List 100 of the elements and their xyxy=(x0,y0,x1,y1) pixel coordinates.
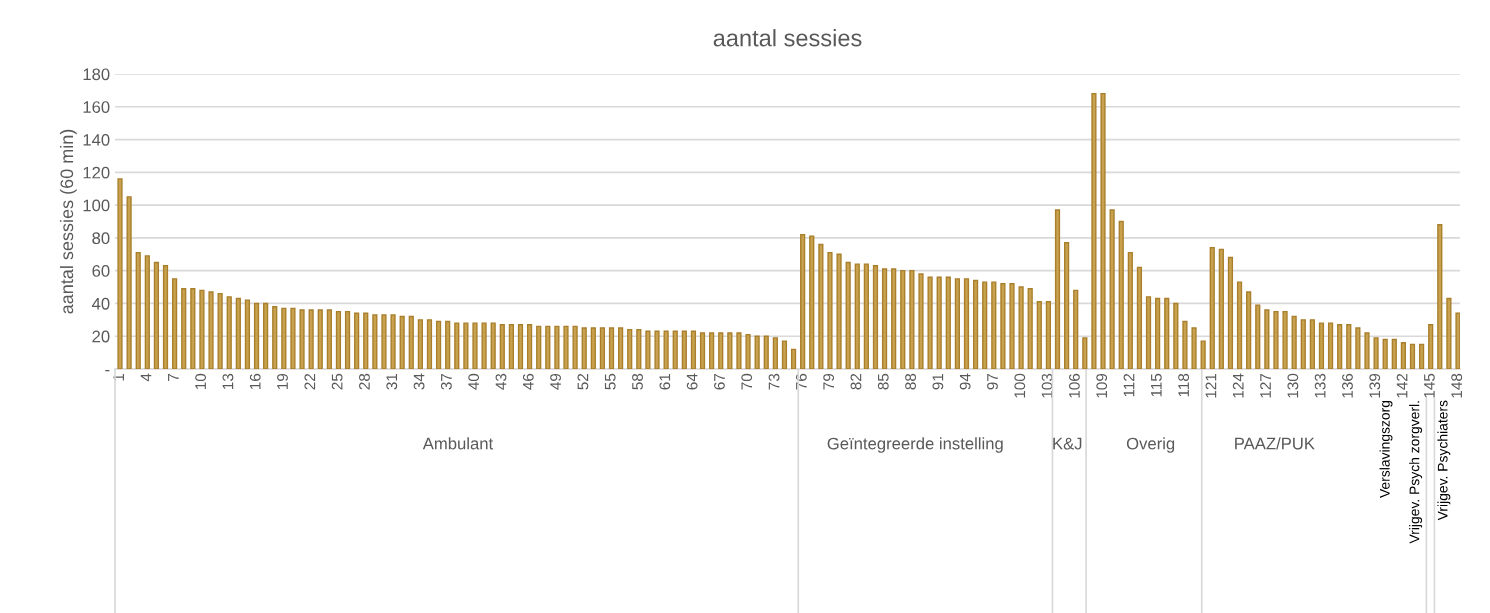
bar xyxy=(690,330,697,369)
bar xyxy=(1400,342,1406,369)
x-tick-label: 142 xyxy=(1396,373,1408,398)
bar xyxy=(1155,297,1161,369)
y-tick-label: 100 xyxy=(83,199,110,212)
bar xyxy=(754,335,760,369)
x-tick-label: 31 xyxy=(386,373,398,390)
x-tick-label: 136 xyxy=(1342,373,1353,398)
bar xyxy=(172,278,178,369)
bar xyxy=(872,265,879,369)
x-tick-label: 22 xyxy=(304,373,316,390)
bar xyxy=(481,322,487,369)
x-tick-label: 13 xyxy=(222,373,234,389)
bar xyxy=(654,330,660,369)
bar xyxy=(1064,242,1070,369)
bar xyxy=(909,269,915,369)
bar xyxy=(417,319,423,369)
bar xyxy=(253,302,260,369)
bar xyxy=(435,320,442,369)
bar xyxy=(1100,92,1106,369)
y-tick-label: 160 xyxy=(83,101,110,113)
bar xyxy=(317,309,323,369)
bar xyxy=(117,178,123,369)
bar xyxy=(827,251,833,369)
bar xyxy=(1054,209,1061,369)
bar xyxy=(281,307,287,369)
x-tick-label: 67 xyxy=(714,373,725,390)
x-tick-label: 1 xyxy=(113,373,124,381)
x-tick-label: 103 xyxy=(1041,373,1053,398)
x-tick-label: 37 xyxy=(440,373,452,390)
bar xyxy=(390,314,396,369)
x-tick-label: 52 xyxy=(577,373,589,390)
bar xyxy=(1218,248,1224,369)
bar xyxy=(499,324,505,369)
bar xyxy=(354,312,360,369)
bar xyxy=(326,309,332,369)
bar xyxy=(927,276,933,369)
bar xyxy=(681,330,687,369)
bar xyxy=(900,269,906,369)
bar xyxy=(581,327,587,369)
bar xyxy=(618,327,624,369)
bar xyxy=(1127,251,1133,369)
bar xyxy=(381,314,387,369)
bar xyxy=(1382,338,1388,369)
x-tick-label: 49 xyxy=(550,373,561,390)
bar xyxy=(490,322,496,369)
bar xyxy=(1173,302,1179,369)
x-tick-label: 85 xyxy=(877,373,889,390)
bar xyxy=(1391,338,1397,369)
bar xyxy=(1009,283,1015,369)
bar xyxy=(790,348,797,369)
bar xyxy=(508,324,514,369)
x-tick-label: 40 xyxy=(468,373,480,390)
bar xyxy=(736,332,742,369)
bar xyxy=(891,268,897,369)
bar xyxy=(1291,315,1297,369)
bar xyxy=(235,297,241,369)
x-tick-label: 106 xyxy=(1069,373,1080,398)
bar xyxy=(991,281,997,369)
x-tick-label: 82 xyxy=(850,373,862,390)
bar xyxy=(208,291,214,369)
bar xyxy=(1200,340,1206,369)
bar xyxy=(781,340,788,369)
bar xyxy=(1145,296,1152,369)
bar xyxy=(263,302,269,369)
bar xyxy=(1073,289,1079,369)
x-tick-label: 121 xyxy=(1205,373,1217,398)
x-tick-label: 73 xyxy=(768,373,780,390)
x-tick-label: 55 xyxy=(604,373,616,390)
bar xyxy=(1409,343,1416,369)
bar xyxy=(126,196,132,369)
bar xyxy=(809,235,815,369)
bar xyxy=(181,287,187,369)
x-tick-label: 115 xyxy=(1151,373,1162,397)
bar xyxy=(1136,266,1143,369)
bar xyxy=(1300,319,1306,369)
bar xyxy=(1273,310,1279,369)
bar xyxy=(299,309,305,369)
bar xyxy=(954,278,960,369)
bar xyxy=(372,314,378,369)
bar xyxy=(1309,319,1315,369)
x-tick-label: 58 xyxy=(632,373,643,390)
bar xyxy=(699,332,706,369)
bar xyxy=(1209,247,1215,369)
y-tick-label: 120 xyxy=(83,166,110,179)
bar xyxy=(972,279,979,369)
bar xyxy=(1191,327,1197,369)
bar xyxy=(1446,297,1452,369)
x-tick-label: 79 xyxy=(823,373,835,390)
bar xyxy=(1082,337,1088,369)
y-tick-label: - xyxy=(105,369,110,372)
bar xyxy=(1036,301,1042,369)
text: Vrijgev. Psychiaters xyxy=(1437,400,1451,521)
x-tick-label: 112 xyxy=(1123,373,1135,397)
bar xyxy=(772,337,778,369)
bar xyxy=(645,330,651,369)
bar xyxy=(162,265,169,369)
bar xyxy=(135,251,141,369)
x-tick-label: 118 xyxy=(1178,373,1190,397)
bar xyxy=(517,324,524,369)
